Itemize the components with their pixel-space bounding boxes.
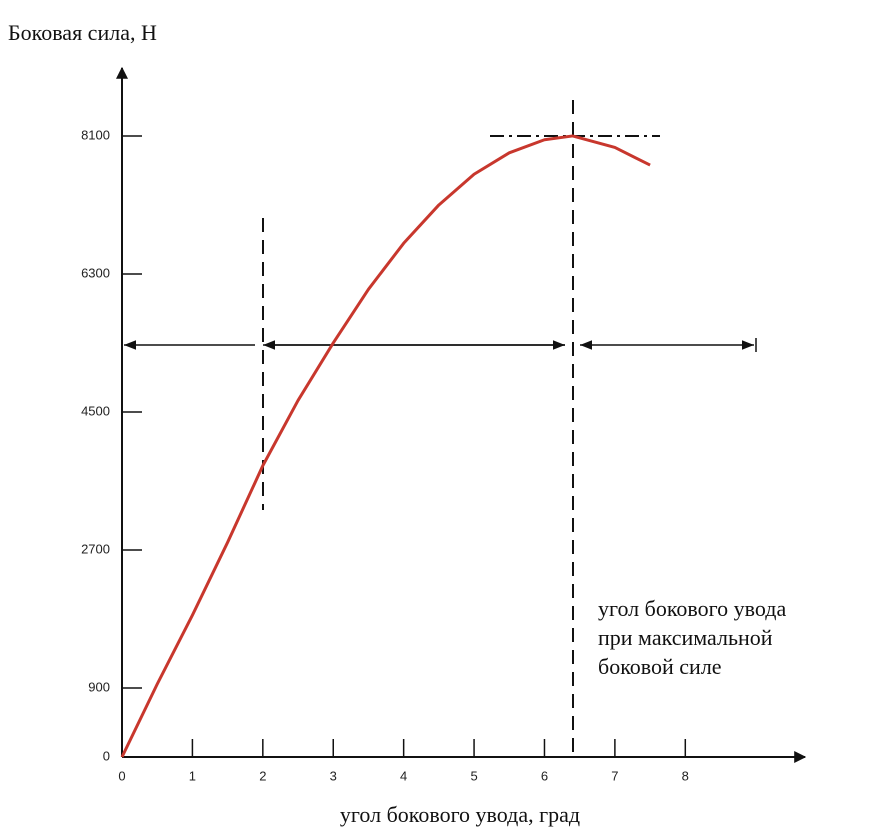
- x-tick-label: 3: [330, 768, 337, 783]
- curve: [120, 134, 651, 758]
- x-tick-label: 2: [259, 768, 266, 783]
- y-tick-label: 2700: [81, 541, 110, 556]
- x-tick-label: 0: [118, 768, 125, 783]
- x-tick-label: 8: [682, 768, 689, 783]
- x-tick-label: 7: [611, 768, 618, 783]
- y-tick-label: 4500: [81, 403, 110, 418]
- y-tick-label: 8100: [81, 127, 110, 142]
- annotation: угол бокового увода: [598, 596, 786, 621]
- x-tick-label: 5: [470, 768, 477, 783]
- y-tick-label: 900: [88, 679, 110, 694]
- annotation: боковой силе: [598, 654, 722, 679]
- annotation: при максимальной: [598, 625, 773, 650]
- x-tick-label: 4: [400, 768, 407, 783]
- x-axis-label: угол бокового увода, град: [340, 802, 580, 827]
- x-tick-label: 1: [189, 768, 196, 783]
- y-axis-label: Боковая сила, Н: [8, 20, 157, 45]
- x-tick-label: 6: [541, 768, 548, 783]
- y-tick-label: 6300: [81, 265, 110, 280]
- y-tick-label: 0: [103, 748, 110, 763]
